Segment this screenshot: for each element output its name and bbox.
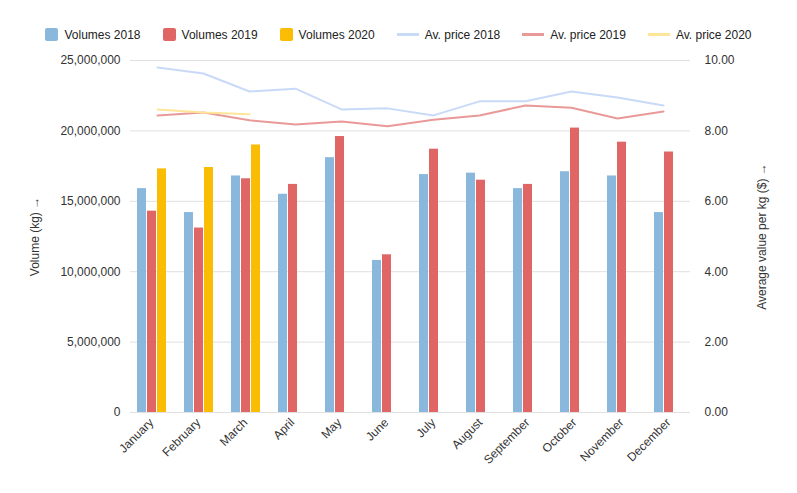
svg-text:5,000,000: 5,000,000 (67, 335, 121, 349)
html-text:Volumes 2020: Volumes 2020 (298, 27, 375, 42)
svg-text:6.00: 6.00 (705, 194, 729, 208)
svg-text:20,000,000: 20,000,000 (60, 124, 120, 138)
svg-text:February: February (159, 415, 203, 459)
html-text:Volumes 2018: Volumes 2018 (64, 27, 141, 42)
html-text:Volumes 2019: Volumes 2019 (181, 27, 258, 42)
svg-text:Volume (kg) →: Volume (kg) → (28, 197, 42, 276)
svg-text:2.00: 2.00 (705, 335, 729, 349)
svg-text:0: 0 (114, 405, 121, 419)
svg-text:July: July (413, 415, 438, 440)
svg-text:June: June (363, 415, 392, 444)
html-text:Av. price 2018: Av. price 2018 (424, 27, 501, 42)
html-text:Av. price 2020: Av. price 2020 (675, 27, 752, 42)
svg-text:May: May (318, 415, 344, 441)
svg-text:October: October (539, 415, 579, 455)
svg-text:September: September (481, 415, 532, 466)
svg-text:Average value per kg ($) →: Average value per kg ($) → (755, 163, 769, 310)
svg-text:10.00: 10.00 (705, 53, 735, 67)
svg-text:0.00: 0.00 (705, 405, 729, 419)
svg-text:March: March (217, 415, 250, 448)
svg-text:25,000,000: 25,000,000 (60, 53, 120, 67)
svg-text:January: January (116, 415, 156, 455)
svg-text:December: December (624, 415, 673, 464)
svg-text:November: November (577, 415, 626, 464)
svg-text:10,000,000: 10,000,000 (60, 265, 120, 279)
svg-text:April: April (270, 415, 297, 442)
svg-text:4.00: 4.00 (705, 265, 729, 279)
svg-text:August: August (449, 415, 486, 452)
svg-text:15,000,000: 15,000,000 (60, 194, 120, 208)
html-text:Av. price 2019: Av. price 2019 (550, 27, 626, 42)
svg-text:8.00: 8.00 (705, 124, 729, 138)
